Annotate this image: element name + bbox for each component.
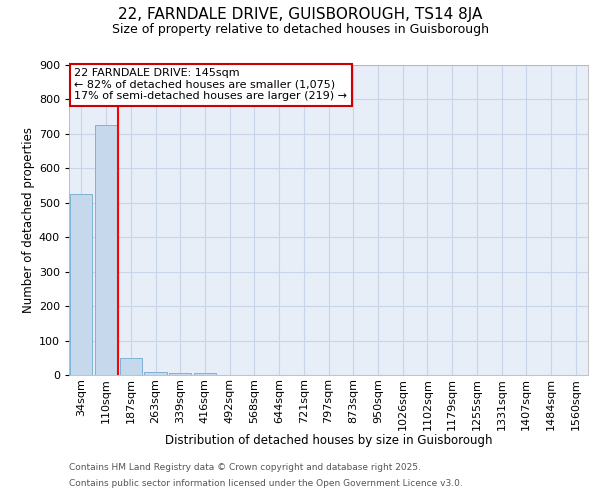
Bar — [169, 374, 191, 375]
Bar — [95, 126, 117, 375]
Bar — [119, 358, 142, 375]
Text: Contains HM Land Registry data © Crown copyright and database right 2025.: Contains HM Land Registry data © Crown c… — [69, 464, 421, 472]
Text: 22 FARNDALE DRIVE: 145sqm
← 82% of detached houses are smaller (1,075)
17% of se: 22 FARNDALE DRIVE: 145sqm ← 82% of detac… — [74, 68, 347, 102]
Bar — [194, 374, 216, 375]
Bar — [70, 194, 92, 375]
Text: Contains public sector information licensed under the Open Government Licence v3: Contains public sector information licen… — [69, 478, 463, 488]
Y-axis label: Number of detached properties: Number of detached properties — [22, 127, 35, 313]
X-axis label: Distribution of detached houses by size in Guisborough: Distribution of detached houses by size … — [165, 434, 492, 447]
Bar — [145, 372, 167, 375]
Text: 22, FARNDALE DRIVE, GUISBOROUGH, TS14 8JA: 22, FARNDALE DRIVE, GUISBOROUGH, TS14 8J… — [118, 8, 482, 22]
Text: Size of property relative to detached houses in Guisborough: Size of property relative to detached ho… — [112, 22, 488, 36]
